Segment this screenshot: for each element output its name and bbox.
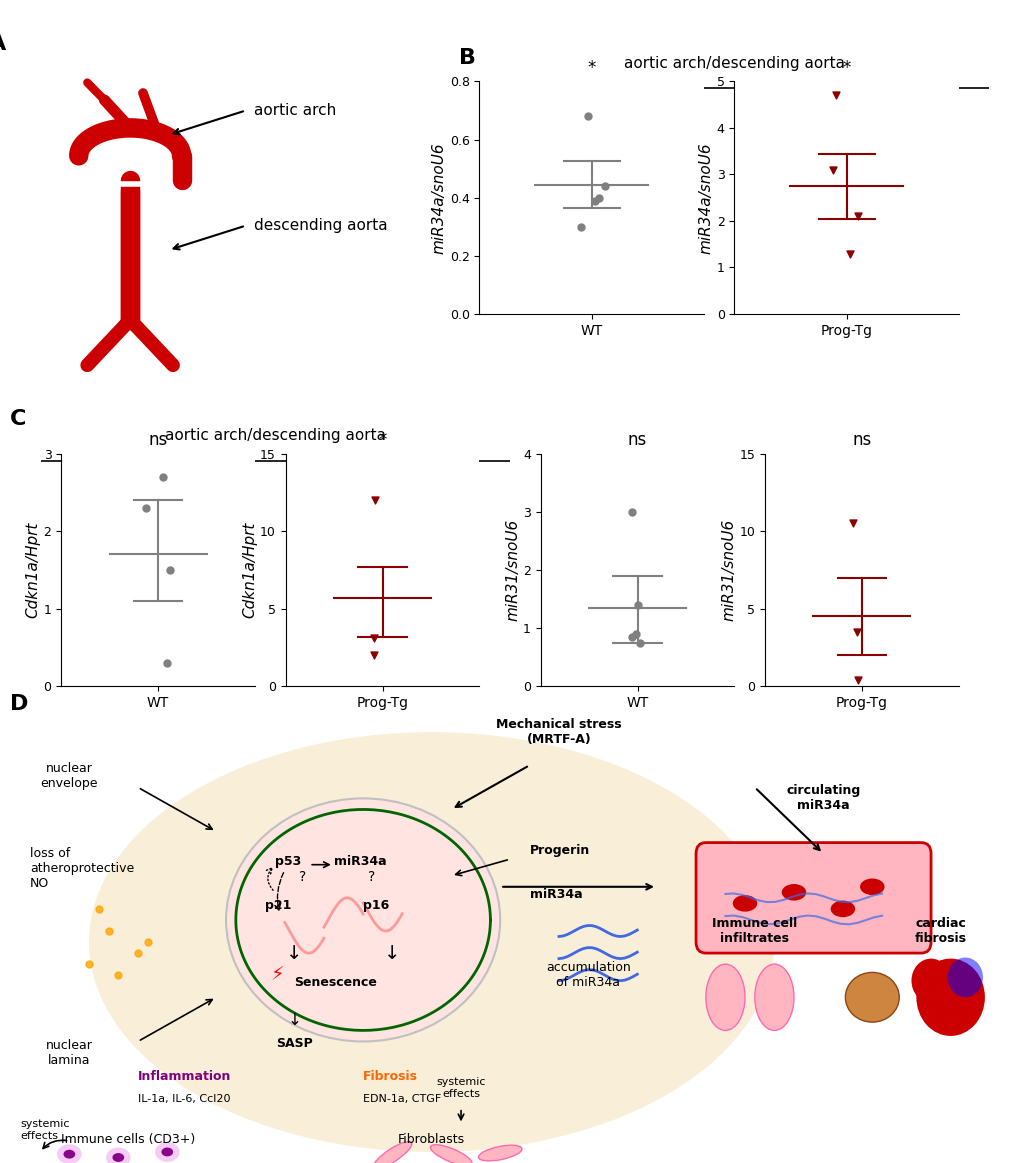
Circle shape bbox=[915, 958, 984, 1036]
Y-axis label: Cdkn1a/Hprt: Cdkn1a/Hprt bbox=[242, 522, 257, 618]
Text: *: * bbox=[378, 431, 386, 449]
Text: ↓: ↓ bbox=[286, 943, 303, 963]
Text: *: * bbox=[587, 59, 595, 77]
Ellipse shape bbox=[161, 1148, 173, 1156]
Y-axis label: miR34a/snoU6: miR34a/snoU6 bbox=[698, 142, 713, 254]
Text: Progerin: Progerin bbox=[529, 843, 589, 857]
Point bbox=[138, 499, 154, 518]
Text: *: * bbox=[842, 59, 850, 77]
Point bbox=[850, 671, 866, 690]
Ellipse shape bbox=[63, 1150, 75, 1158]
Point bbox=[366, 645, 382, 664]
Y-axis label: miR31/snoU6: miR31/snoU6 bbox=[720, 519, 736, 621]
Text: IL-1a, IL-6, Ccl20: IL-1a, IL-6, Ccl20 bbox=[138, 1094, 230, 1104]
Point bbox=[848, 622, 864, 641]
Text: circulating
miR34a: circulating miR34a bbox=[786, 785, 860, 813]
Text: Senescence: Senescence bbox=[294, 976, 377, 990]
Text: A: A bbox=[0, 34, 6, 53]
Ellipse shape bbox=[781, 884, 805, 900]
Text: accumulation
of miR34a: accumulation of miR34a bbox=[545, 962, 630, 990]
Text: ?: ? bbox=[368, 870, 375, 884]
Point bbox=[586, 191, 602, 209]
Text: loss of
atheroprotective
NO: loss of atheroprotective NO bbox=[31, 847, 135, 890]
Text: ns: ns bbox=[628, 431, 646, 449]
Ellipse shape bbox=[57, 1144, 82, 1163]
Y-axis label: miR31/snoU6: miR31/snoU6 bbox=[504, 519, 520, 621]
Text: D: D bbox=[10, 693, 29, 714]
Ellipse shape bbox=[845, 972, 899, 1022]
Text: ↓: ↓ bbox=[384, 943, 400, 963]
Point bbox=[155, 468, 171, 486]
Ellipse shape bbox=[754, 964, 793, 1030]
Ellipse shape bbox=[112, 1153, 124, 1162]
Text: miR34a: miR34a bbox=[529, 887, 582, 901]
Text: descending aorta: descending aorta bbox=[254, 219, 387, 233]
Text: cardiac
fibrosis: cardiac fibrosis bbox=[914, 918, 966, 946]
Ellipse shape bbox=[478, 1146, 522, 1161]
Text: aortic arch: aortic arch bbox=[254, 104, 336, 117]
Ellipse shape bbox=[373, 1142, 412, 1163]
Text: nuclear
lamina: nuclear lamina bbox=[46, 1039, 93, 1066]
Text: miR34a: miR34a bbox=[333, 855, 386, 868]
Point bbox=[824, 160, 841, 179]
Ellipse shape bbox=[430, 1144, 472, 1163]
Point bbox=[624, 502, 640, 521]
Point bbox=[596, 177, 612, 195]
Text: aortic arch/descending aorta: aortic arch/descending aorta bbox=[165, 428, 385, 443]
Point bbox=[841, 244, 857, 263]
Ellipse shape bbox=[89, 733, 773, 1151]
Text: EDN-1a, CTGF: EDN-1a, CTGF bbox=[363, 1094, 441, 1104]
Point bbox=[627, 625, 643, 643]
Point bbox=[573, 217, 589, 236]
Ellipse shape bbox=[859, 878, 883, 896]
Text: nuclear
envelope: nuclear envelope bbox=[41, 762, 98, 791]
Circle shape bbox=[911, 958, 950, 1003]
Point bbox=[827, 86, 844, 105]
Ellipse shape bbox=[155, 1142, 179, 1162]
Text: Mechanical stress
(MRTF-A): Mechanical stress (MRTF-A) bbox=[495, 719, 622, 747]
Text: SASP: SASP bbox=[276, 1037, 313, 1050]
Text: ?: ? bbox=[300, 870, 307, 884]
Text: C: C bbox=[10, 408, 26, 429]
Point bbox=[630, 595, 646, 614]
FancyBboxPatch shape bbox=[695, 842, 930, 954]
Text: ns: ns bbox=[149, 431, 167, 449]
Point bbox=[624, 628, 640, 647]
Ellipse shape bbox=[829, 900, 854, 918]
Ellipse shape bbox=[705, 964, 744, 1030]
Point bbox=[162, 561, 178, 579]
Ellipse shape bbox=[732, 896, 756, 912]
Text: p53: p53 bbox=[275, 855, 301, 868]
Point bbox=[366, 629, 382, 648]
Text: systemic
effects: systemic effects bbox=[436, 1077, 485, 1099]
Y-axis label: Cdkn1a/Hprt: Cdkn1a/Hprt bbox=[25, 522, 41, 618]
Text: aortic arch/descending aorta: aortic arch/descending aorta bbox=[624, 56, 844, 71]
Text: Fibrosis: Fibrosis bbox=[363, 1070, 418, 1083]
Y-axis label: miR34a/snoU6: miR34a/snoU6 bbox=[431, 142, 446, 254]
Text: ns: ns bbox=[852, 431, 870, 449]
Text: ⚡: ⚡ bbox=[270, 965, 283, 985]
Point bbox=[849, 207, 865, 226]
Point bbox=[367, 491, 383, 509]
Point bbox=[579, 107, 595, 126]
Circle shape bbox=[947, 957, 982, 998]
Text: Immune cell
infiltrates: Immune cell infiltrates bbox=[711, 918, 797, 946]
Ellipse shape bbox=[106, 1148, 130, 1163]
Text: Immune cells (CD3+): Immune cells (CD3+) bbox=[61, 1133, 195, 1146]
Point bbox=[632, 633, 648, 651]
Text: p16: p16 bbox=[363, 899, 389, 912]
Ellipse shape bbox=[226, 798, 499, 1042]
Point bbox=[158, 654, 174, 672]
Text: systemic
effects: systemic effects bbox=[20, 1119, 70, 1141]
Point bbox=[590, 188, 606, 207]
Text: ↓: ↓ bbox=[287, 1011, 302, 1029]
Text: B: B bbox=[459, 48, 476, 69]
Point bbox=[844, 514, 860, 533]
Text: Fibroblasts: Fibroblasts bbox=[397, 1133, 465, 1146]
Text: p21: p21 bbox=[265, 899, 291, 912]
Text: Inflammation: Inflammation bbox=[138, 1070, 231, 1083]
